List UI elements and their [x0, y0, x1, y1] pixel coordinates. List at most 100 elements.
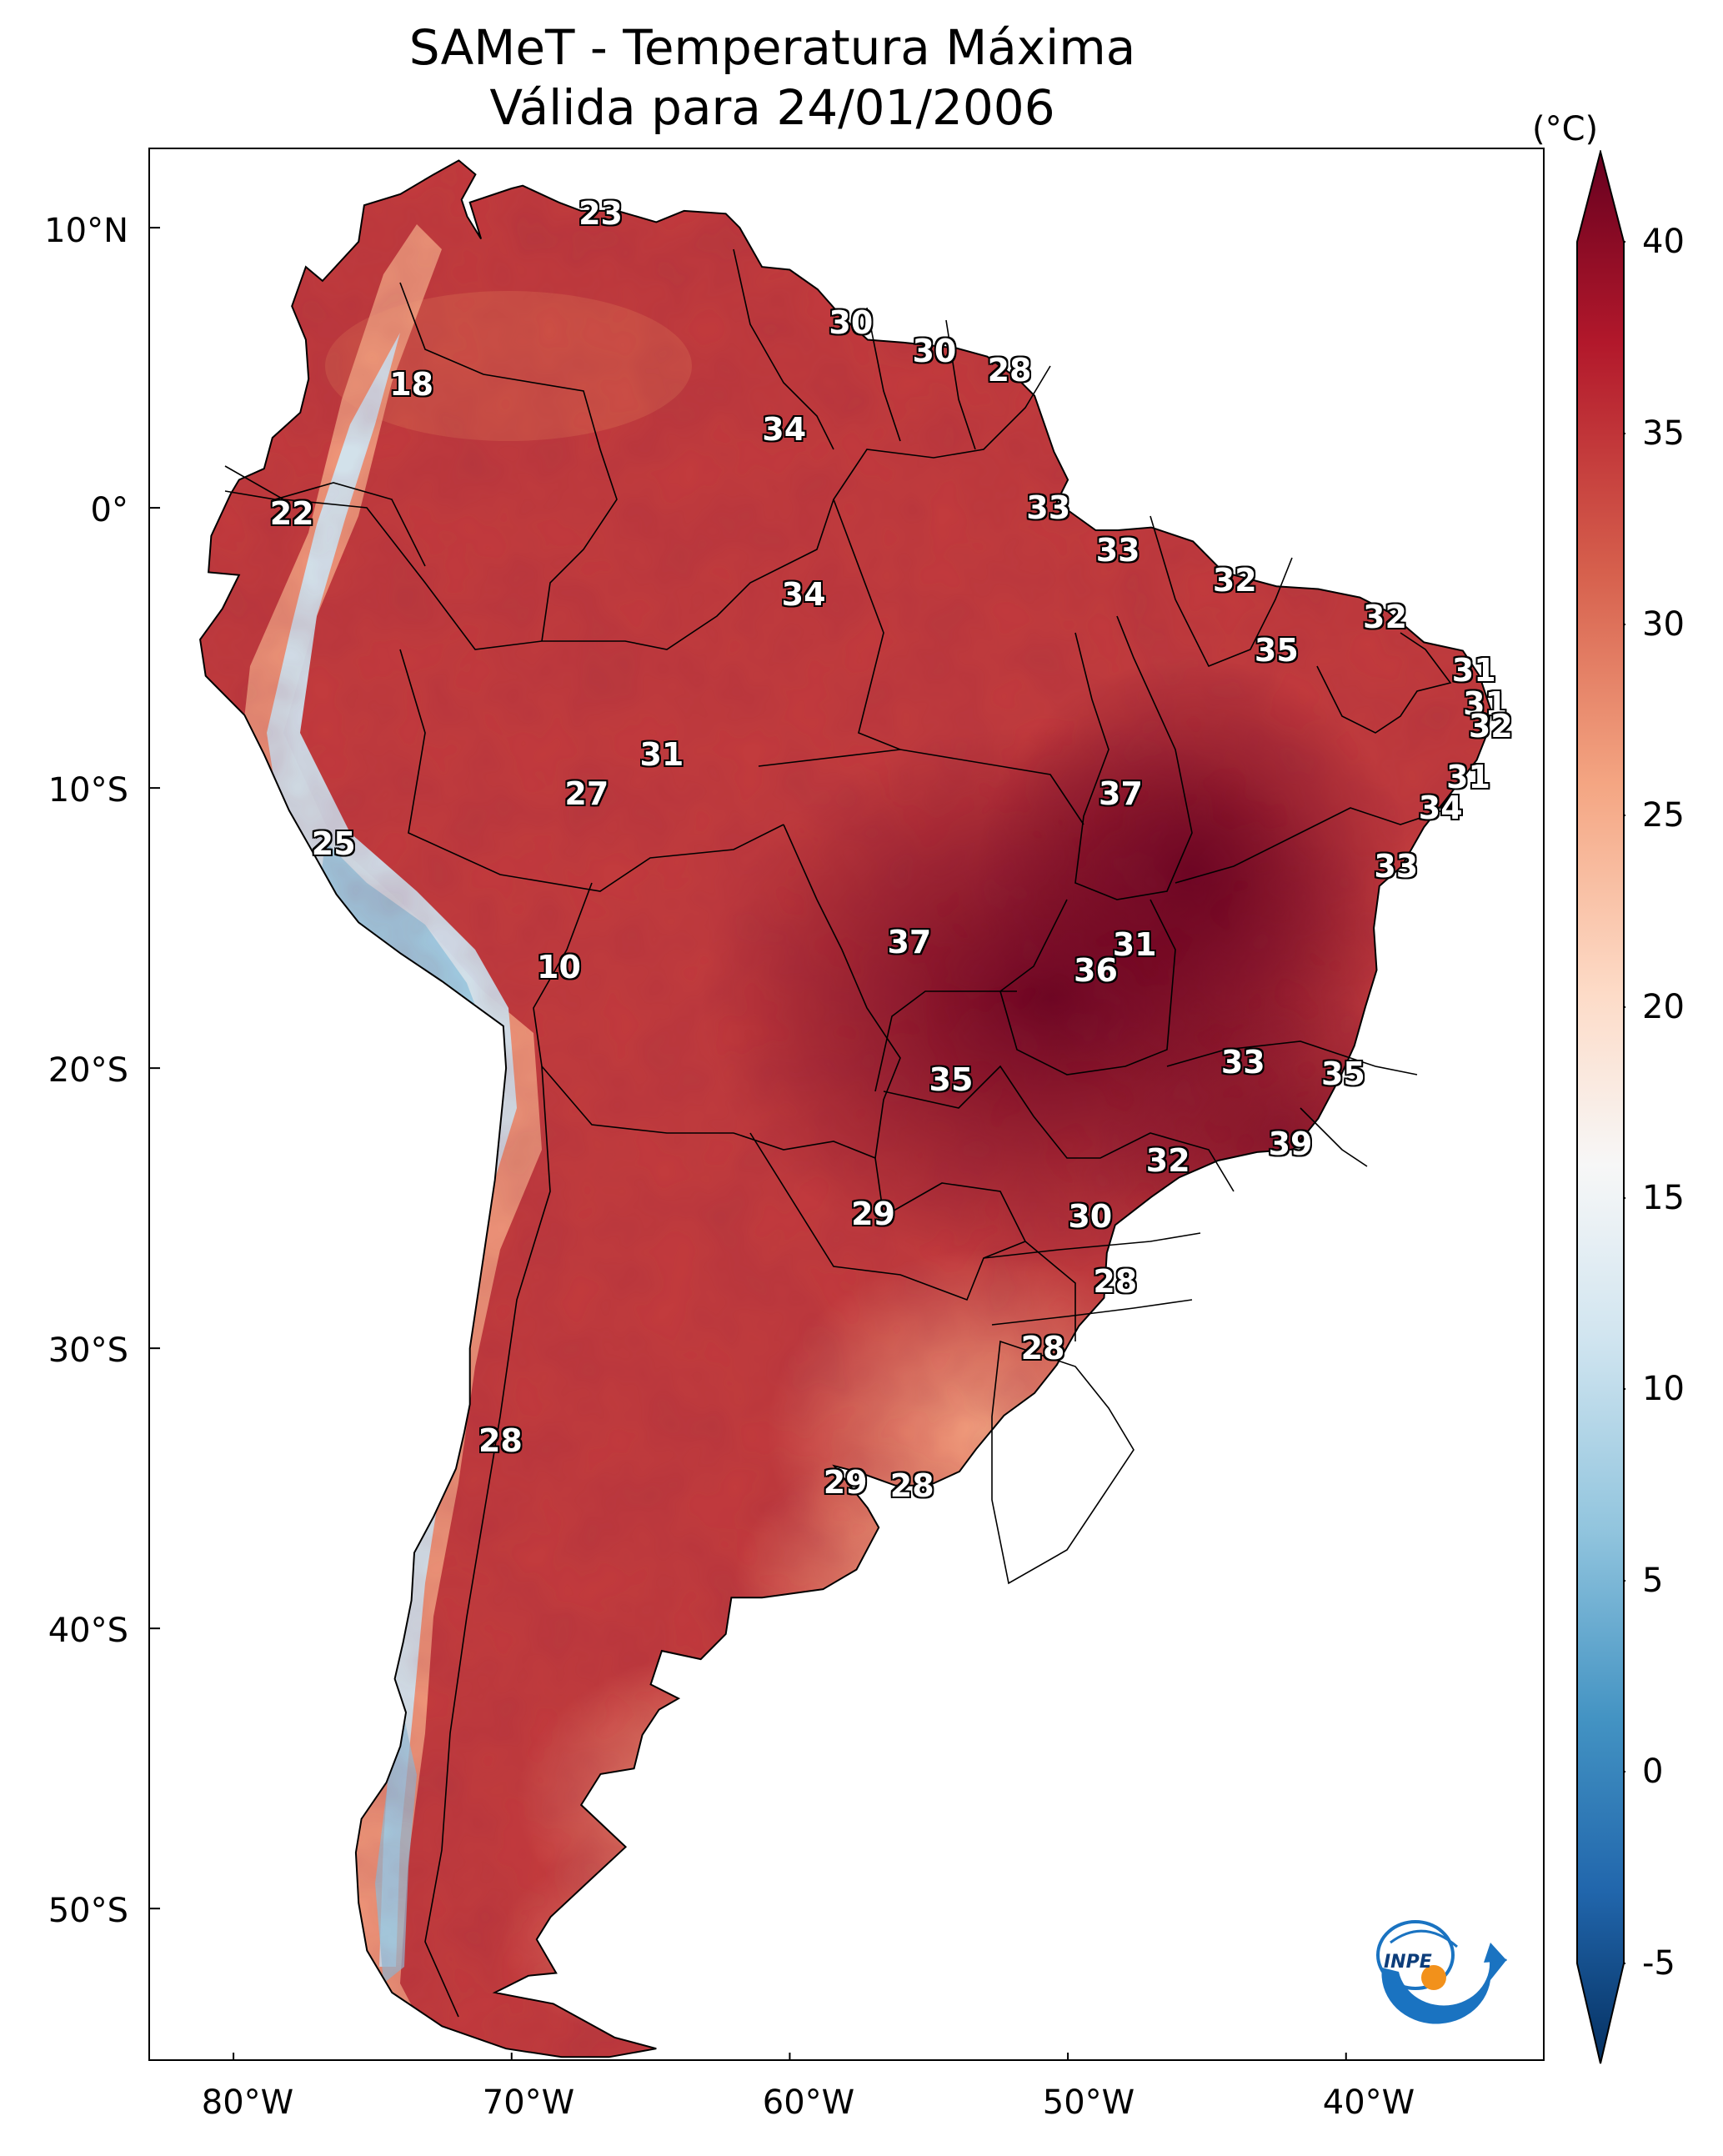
temperature-label: 33 — [1095, 531, 1140, 569]
temperature-field-map[interactable] — [150, 149, 1545, 2061]
colorbar-tick-label: 30 — [1642, 605, 1685, 644]
state-pr-sc — [983, 1232, 1201, 1259]
border-uruguay — [991, 1340, 1134, 1585]
inpe-logo: INPE — [1376, 1920, 1507, 2024]
map-title: SAMeT - Temperatura Máxima — [408, 19, 1136, 76]
border-colombia-ecuador — [224, 482, 426, 567]
temperature-label: 27 — [564, 775, 609, 812]
temperature-label: 31 — [1463, 685, 1508, 723]
lat-tick-label: 40°S — [48, 1612, 128, 1650]
temperature-label: 28 — [987, 352, 1032, 389]
lon-tick-label: 60°W — [762, 2083, 855, 2122]
lat-tick-label: 30°S — [48, 1331, 128, 1370]
temperature-label: 28 — [1020, 1330, 1065, 1367]
state-ms-sp — [883, 1065, 1235, 1192]
lat-tick-label: 50°S — [48, 1892, 128, 1930]
temperature-label: 30 — [912, 332, 957, 369]
border-guyana-suriname — [866, 307, 901, 442]
state-am-pa — [833, 499, 901, 750]
colorbar-tick-label: 0 — [1642, 1752, 1664, 1791]
temperature-label: 22 — [269, 494, 314, 532]
colorbar-tick-label: 35 — [1642, 414, 1685, 453]
temperature-label: 37 — [1099, 775, 1143, 812]
temperature-label: 10 — [537, 949, 581, 986]
border-colombia-venezuela — [399, 282, 618, 642]
svg-text:INPE: INPE — [1384, 1952, 1432, 1973]
state-sc-rs — [991, 1299, 1193, 1326]
land-temperature-fill — [200, 160, 1491, 2058]
temperature-label: 28 — [889, 1467, 934, 1504]
temperature-label: 34 — [781, 576, 826, 614]
temperature-label: 37 — [887, 923, 932, 960]
state-ba — [1175, 807, 1451, 884]
state-go-mg — [999, 899, 1176, 1075]
temperature-label: 29 — [823, 1464, 868, 1502]
temperature-label: 31 — [1451, 651, 1496, 689]
colorbar-tick-label: 20 — [1642, 988, 1685, 1026]
temperature-label: 36 — [1074, 951, 1118, 989]
temperature-label: 34 — [762, 411, 807, 449]
lat-tick-label: 0° — [90, 491, 128, 529]
state-pa-mt — [758, 749, 1084, 825]
map-subtitle: Válida para 24/01/2006 — [489, 79, 1055, 136]
lat-tick-label: 10°S — [48, 771, 128, 810]
temperature-label: 35 — [1254, 632, 1299, 669]
temperature-label: 29 — [851, 1195, 895, 1232]
temperature-label: 28 — [478, 1422, 523, 1460]
temperature-label: 32 — [1145, 1142, 1190, 1180]
border-argentina-brazil — [1024, 1241, 1076, 1341]
temperature-label: 32 — [1212, 562, 1257, 599]
border-paraguay-argentina — [749, 1132, 1026, 1301]
country-borders — [224, 248, 1452, 2018]
state-ma-pi — [1150, 515, 1293, 668]
border-bolivia-brazil — [783, 824, 901, 1159]
temperature-label: 30 — [1068, 1198, 1113, 1236]
lon-tick-label: 70°W — [482, 2083, 575, 2122]
temperature-label: 33 — [1026, 489, 1071, 527]
colorbar-tick-label: 25 — [1642, 796, 1685, 835]
colorbar-unit: (°C) — [1532, 110, 1599, 148]
axis-tick-marks — [150, 227, 1347, 2059]
temperature-label: 31 — [639, 735, 684, 773]
temperature-label: 35 — [929, 1060, 974, 1098]
state-to — [1074, 615, 1193, 900]
lat-tick-label: 10°N — [44, 212, 128, 250]
border-venezuela-guyana — [733, 248, 834, 450]
temperature-label: 31 — [1112, 926, 1157, 964]
temperature-label: 39 — [1268, 1125, 1313, 1162]
temperature-label: 33 — [1220, 1044, 1265, 1081]
border-north-brazil — [542, 365, 1051, 650]
border-ecuador-peru — [224, 465, 543, 650]
border-peru-brazil — [399, 649, 784, 892]
temperature-label: 32 — [1363, 599, 1407, 636]
colorbar-tick-label: 15 — [1642, 1179, 1685, 1217]
colorbar-tick-label: 5 — [1642, 1562, 1664, 1600]
colorbar-tick-label: 10 — [1642, 1370, 1685, 1408]
map-area[interactable]: 23 18 30 30 28 34 22 33 33 32 32 34 35 31 31 32 31 27 37 31… — [148, 148, 1545, 2061]
state-ne-small — [1316, 632, 1452, 734]
temperature-label: 28 — [1093, 1262, 1138, 1300]
lon-tick-label: 40°W — [1322, 2083, 1415, 2122]
border-paraguay-brazil — [883, 1182, 1026, 1242]
lat-tick-label: 20°S — [48, 1051, 128, 1090]
coastline — [199, 159, 1492, 2058]
temperature-label: 23 — [579, 195, 623, 233]
temperature-label: 31 — [1446, 758, 1491, 795]
state-ms — [874, 990, 1017, 1092]
border-bolivia-peru — [533, 882, 593, 1067]
temperature-label: 34 — [1418, 789, 1463, 826]
temperature-label: 25 — [311, 825, 356, 863]
lon-tick-label: 50°W — [1042, 2083, 1135, 2122]
temperature-label: 30 — [829, 304, 874, 342]
border-bolivia-argentina — [541, 1065, 734, 1134]
colorbar — [1576, 150, 1625, 2064]
temperature-label: 32 — [1468, 708, 1513, 745]
border-suriname-guiana — [945, 319, 976, 450]
state-es-rj — [1300, 1107, 1368, 1167]
state-ba-mg — [1166, 1040, 1418, 1075]
temperature-label: 33 — [1374, 848, 1419, 885]
temperature-label: 35 — [1320, 1055, 1365, 1092]
border-chile-argentina — [424, 1065, 551, 2018]
lon-tick-label: 80°W — [201, 2083, 294, 2122]
colorbar-tick-label: 40 — [1642, 223, 1685, 261]
